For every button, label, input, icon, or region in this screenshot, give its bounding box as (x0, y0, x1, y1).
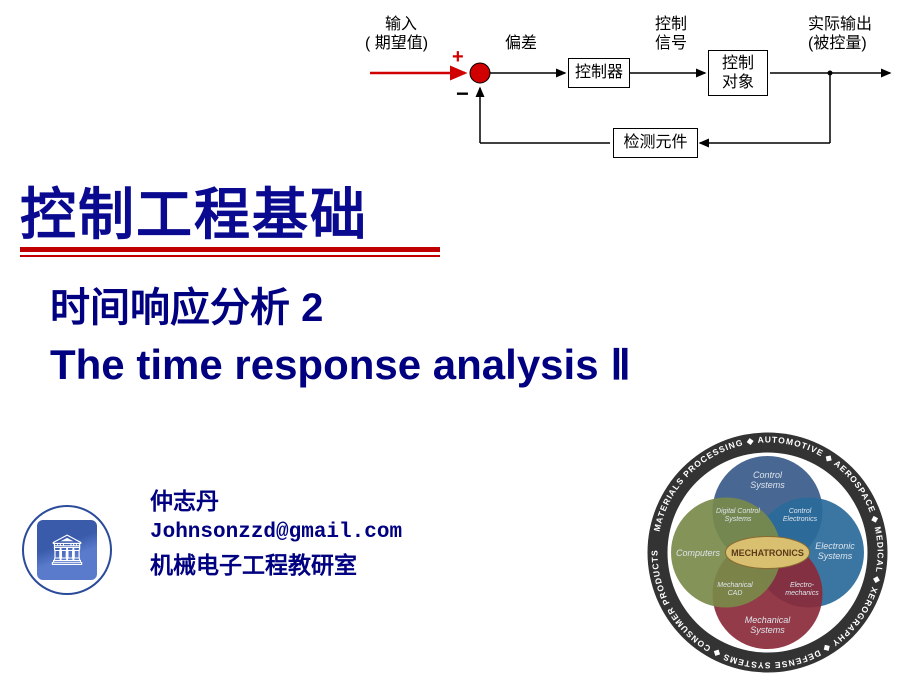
plant-line2: 对象 (722, 73, 754, 92)
page-title: 控制工程基础 (20, 170, 368, 251)
title-underline (20, 247, 440, 257)
sum-minus: − (456, 81, 469, 107)
input-label-2: ( 期望值) (365, 34, 428, 53)
plant-box: 控制 对象 (708, 50, 768, 96)
control-block-diagram: 输入 ( 期望值) + − 偏差 控制器 控制 信号 控制 对象 实际输出 (被… (370, 18, 900, 168)
plant-line1: 控制 (722, 54, 754, 73)
signal-label-1: 控制 (655, 15, 687, 34)
svg-text:MechanicalSystems: MechanicalSystems (745, 615, 792, 635)
mech-center: MECHATRONICS (731, 548, 804, 558)
output-label-2: (被控量) (808, 34, 867, 53)
sensor-box: 检测元件 (613, 128, 698, 158)
author-name: 仲志丹 (150, 485, 402, 518)
author-dept: 机械电子工程教研室 (150, 549, 402, 582)
logo-icon: 🏛 (37, 520, 97, 580)
university-logo: 🏛 (22, 505, 112, 595)
input-label-1: 输入 (385, 15, 417, 34)
svg-text:ElectronicSystems: ElectronicSystems (815, 541, 855, 561)
subtitle-chinese: 时间响应分析 2 (50, 275, 323, 333)
svg-text:ControlSystems: ControlSystems (750, 470, 785, 490)
signal-label-2: 信号 (655, 34, 687, 53)
sum-plus: + (452, 46, 464, 69)
controller-box: 控制器 (568, 58, 630, 88)
svg-text:Computers: Computers (676, 548, 721, 558)
mechatronics-diagram: MATERIALS PROCESSING ◆ AUTOMOTIVE ◆ AERO… (640, 425, 895, 680)
output-label-1: 实际输出 (808, 15, 872, 34)
subtitle-english: The time response analysis Ⅱ (50, 340, 631, 389)
author-block: 仲志丹 Johnsonzzd@gmail.com 机械电子工程教研室 (150, 485, 402, 582)
error-label: 偏差 (505, 34, 537, 53)
author-email: Johnsonzzd@gmail.com (150, 518, 402, 548)
